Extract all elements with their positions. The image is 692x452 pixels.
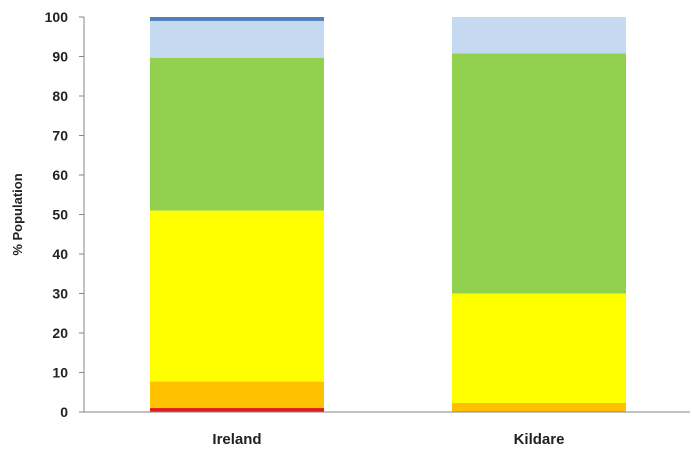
y-tick-label: 70 (52, 128, 68, 144)
x-category-labels: Ireland Kildare (212, 431, 564, 448)
bar-segment-ireland-2 (150, 210, 324, 382)
y-tick-label: 0 (60, 404, 68, 420)
x-category-label: Kildare (514, 431, 565, 448)
bar-segment-kildare-3 (452, 53, 626, 294)
bar-segment-kildare-1 (452, 402, 626, 412)
y-tick-label: 20 (52, 325, 68, 341)
y-ticks: 0 10 20 30 40 50 60 70 80 90 100 (45, 9, 84, 420)
x-category-label: Ireland (212, 431, 261, 448)
y-tick-label: 10 (52, 365, 68, 381)
bar-segment-ireland-1 (150, 381, 324, 409)
y-tick-label: 80 (52, 88, 68, 104)
y-tick-label: 100 (45, 9, 69, 25)
y-tick-label: 90 (52, 49, 68, 65)
y-tick-label: 30 (52, 286, 68, 302)
bar-segment-kildare-4 (452, 17, 626, 54)
y-axis-title: % Population (10, 173, 25, 255)
y-tick-label: 40 (52, 246, 68, 262)
bar-segment-ireland-5 (150, 17, 324, 21)
bar-segment-ireland-3 (150, 57, 324, 211)
bar-segment-kildare-2 (452, 293, 626, 403)
bar-segment-ireland-4 (150, 20, 324, 58)
y-tick-label: 50 (52, 207, 68, 223)
bars-layer (150, 17, 626, 412)
bar-segment-ireland-0 (150, 408, 324, 412)
y-tick-label: 60 (52, 167, 68, 183)
